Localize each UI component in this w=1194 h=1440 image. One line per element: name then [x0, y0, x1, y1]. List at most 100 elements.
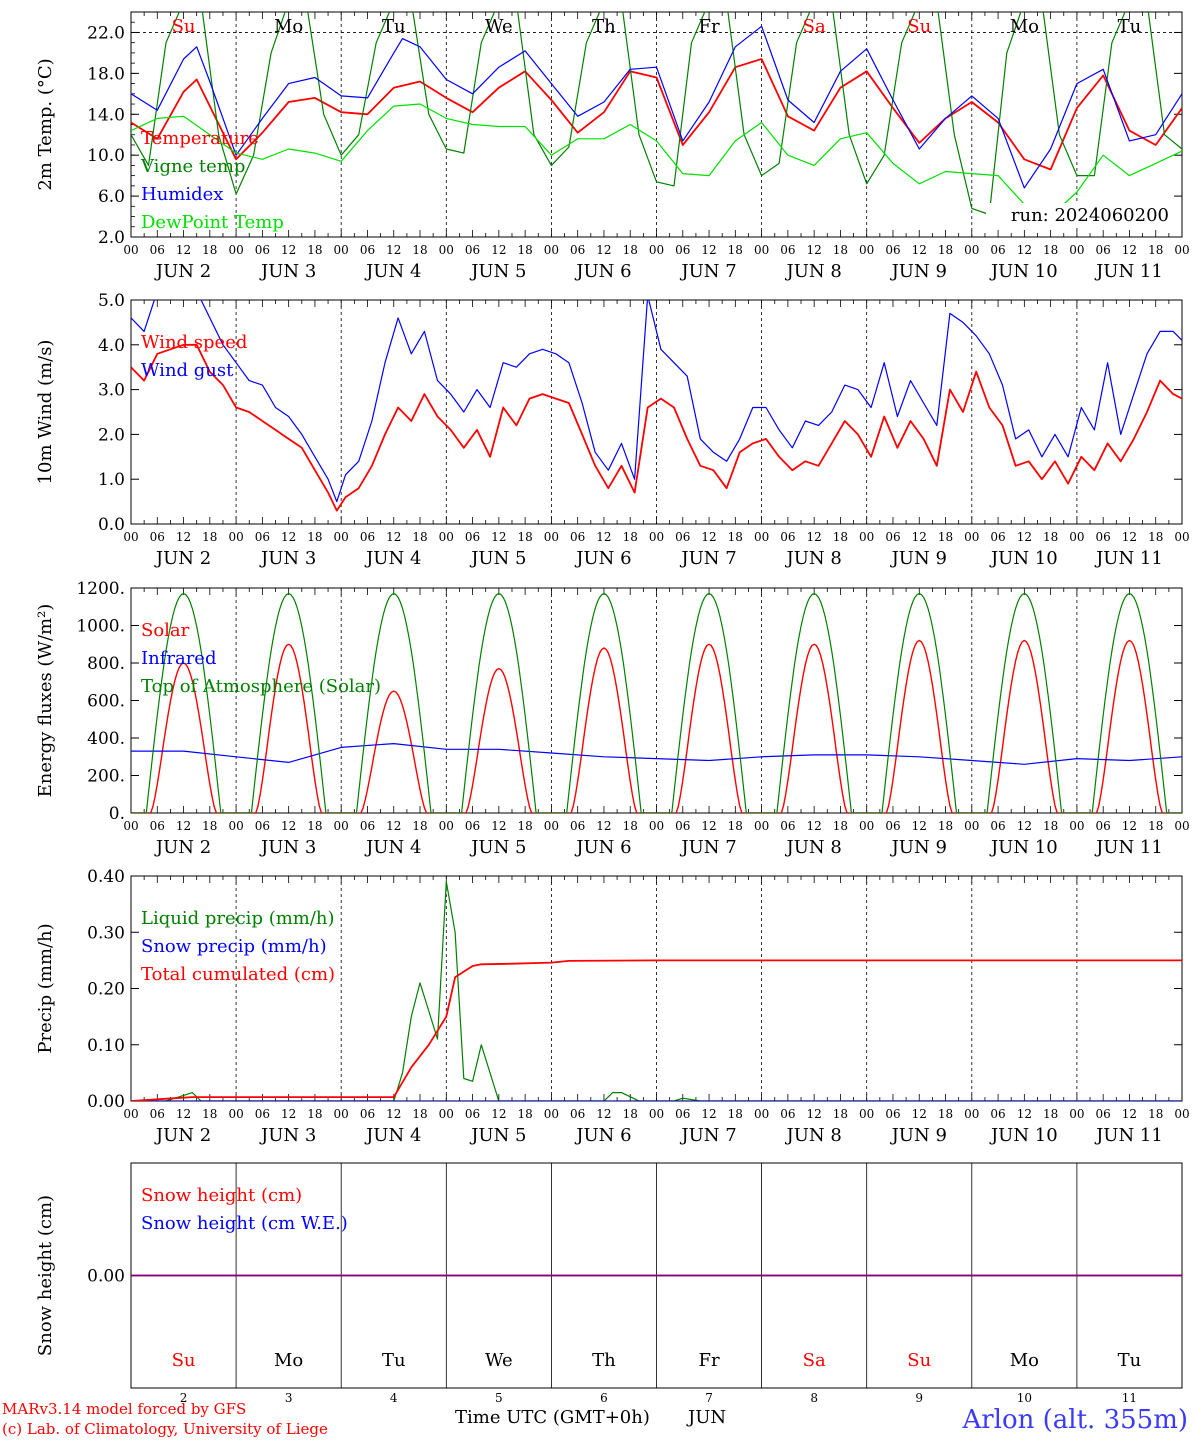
hour-tick-label: 00 [439, 243, 454, 257]
hour-tick-label: 12 [1017, 530, 1032, 544]
date-label: JUN 5 [469, 261, 526, 282]
date-label: JUN 2 [154, 548, 211, 569]
date-label: JUN 10 [989, 548, 1058, 569]
date-label: JUN 9 [890, 837, 947, 858]
hour-tick-label: 00 [754, 1107, 769, 1121]
hour-tick-label: 06 [150, 1107, 165, 1121]
annotation-background [986, 203, 1176, 227]
hour-tick-label: 18 [412, 243, 427, 257]
date-label: JUN 2 [154, 261, 211, 282]
y-tick-label: 6.0 [98, 187, 125, 207]
hour-tick-label: 12 [491, 530, 506, 544]
series-line-2 [131, 25, 1182, 189]
y-tick-label: 200. [87, 767, 125, 787]
hour-tick-label: 00 [754, 530, 769, 544]
hour-tick-label: 00 [123, 530, 138, 544]
legend-entry: Temperature [141, 128, 259, 149]
hour-tick-label: 12 [281, 530, 296, 544]
hour-tick-label: 18 [833, 530, 848, 544]
series-line-1 [131, 12, 1182, 216]
day-number-label: 3 [285, 1391, 293, 1405]
panel-energy: 00 06 12 18 00 06 12 18 00 06 12 18 00 06 12 18 00 06 12 18… [35, 579, 1190, 858]
hour-tick-label: 00 [544, 243, 559, 257]
panel-snow: 2 3 4 5 6 7 8 9 10 11 0.00 Snow height (cm) Snow hei… [35, 1162, 1183, 1405]
hour-tick-label: 12 [491, 819, 506, 833]
weekday-label: We [485, 1350, 513, 1371]
hour-tick-label: 12 [281, 819, 296, 833]
hour-tick-label: 00 [964, 819, 979, 833]
date-label: JUN 8 [784, 837, 841, 858]
y-tick-label: 22.0 [87, 23, 125, 43]
day-number-label: 7 [705, 1391, 713, 1405]
day-number-label: 4 [390, 1391, 398, 1405]
series-line-1 [131, 300, 1182, 503]
hour-tick-label: 12 [701, 243, 716, 257]
hour-tick-label: 12 [1122, 819, 1137, 833]
hour-tick-label: 18 [202, 1107, 217, 1121]
legend-entry: Snow precip (mm/h) [141, 936, 327, 957]
hour-tick-label: 06 [360, 530, 375, 544]
date-label: JUN 3 [259, 1125, 316, 1146]
hour-tick-label: 00 [334, 243, 349, 257]
y-tick-label: 3.0 [98, 381, 125, 401]
series-group [131, 592, 1182, 813]
hour-tick-label: 12 [176, 530, 191, 544]
hour-tick-label: 18 [1148, 819, 1163, 833]
hour-tick-label: 00 [439, 1107, 454, 1121]
date-label: JUN 10 [989, 837, 1058, 858]
y-axis-label: Energy fluxes (W/m²) [35, 604, 56, 798]
hour-tick-label: 06 [1096, 1107, 1111, 1121]
hour-tick-label: 00 [544, 1107, 559, 1121]
hour-tick-label: 12 [701, 530, 716, 544]
series-line-0 [131, 343, 1182, 512]
date-label: JUN 6 [574, 1125, 631, 1146]
hour-tick-label: 18 [833, 243, 848, 257]
hour-tick-label: 12 [807, 819, 822, 833]
hour-tick-label: 18 [623, 243, 638, 257]
hour-tick-label: 00 [964, 243, 979, 257]
hour-tick-label: 12 [1017, 1107, 1032, 1121]
hour-tick-label: 18 [517, 819, 532, 833]
hour-tick-label: 06 [780, 1107, 795, 1121]
hour-tick-label: 00 [334, 530, 349, 544]
hour-tick-label: 06 [150, 819, 165, 833]
hour-tick-label: 00 [228, 819, 243, 833]
hour-tick-label: 12 [596, 1107, 611, 1121]
hour-tick-label: 06 [675, 243, 690, 257]
date-label: JUN 8 [784, 1125, 841, 1146]
legend-entry: Snow height (cm W.E.) [141, 1213, 348, 1234]
hour-tick-label: 18 [1148, 1107, 1163, 1121]
series-line-3 [131, 103, 1182, 218]
hour-tick-label: 12 [912, 530, 927, 544]
weekday-label: Tu [1118, 1350, 1142, 1371]
legend-entry: Solar [141, 620, 190, 641]
hour-tick-label: 12 [912, 243, 927, 257]
hour-tick-label: 00 [859, 1107, 874, 1121]
hour-tick-label: 00 [123, 819, 138, 833]
hour-tick-label: 12 [1017, 243, 1032, 257]
date-label: JUN 5 [469, 1125, 526, 1146]
y-tick-label: 800. [87, 654, 125, 674]
y-tick-label: 0.20 [87, 980, 125, 1000]
hour-tick-label: 06 [780, 243, 795, 257]
hour-tick-label: 00 [649, 1107, 664, 1121]
hour-tick-label: 06 [990, 1107, 1005, 1121]
time-axis-month: JUN [686, 1407, 726, 1428]
legend-entry: Top of Atmosphere (Solar) [141, 676, 381, 697]
date-label: JUN 8 [784, 261, 841, 282]
hour-tick-label: 18 [1043, 530, 1058, 544]
date-label: JUN 5 [469, 837, 526, 858]
hour-tick-label: 18 [1148, 530, 1163, 544]
y-tick-label: 10.0 [87, 146, 125, 166]
hour-tick-label: 06 [360, 819, 375, 833]
hour-tick-label: 18 [623, 819, 638, 833]
hour-tick-label: 06 [570, 1107, 585, 1121]
hour-tick-label: 06 [255, 819, 270, 833]
hour-tick-label: 00 [1069, 243, 1084, 257]
hour-tick-label: 00 [1174, 819, 1189, 833]
hour-tick-label: 06 [570, 243, 585, 257]
hour-tick-label: 00 [544, 530, 559, 544]
panel-frame [130, 587, 1183, 814]
hour-tick-label: 12 [386, 1107, 401, 1121]
hour-tick-label: 00 [649, 819, 664, 833]
